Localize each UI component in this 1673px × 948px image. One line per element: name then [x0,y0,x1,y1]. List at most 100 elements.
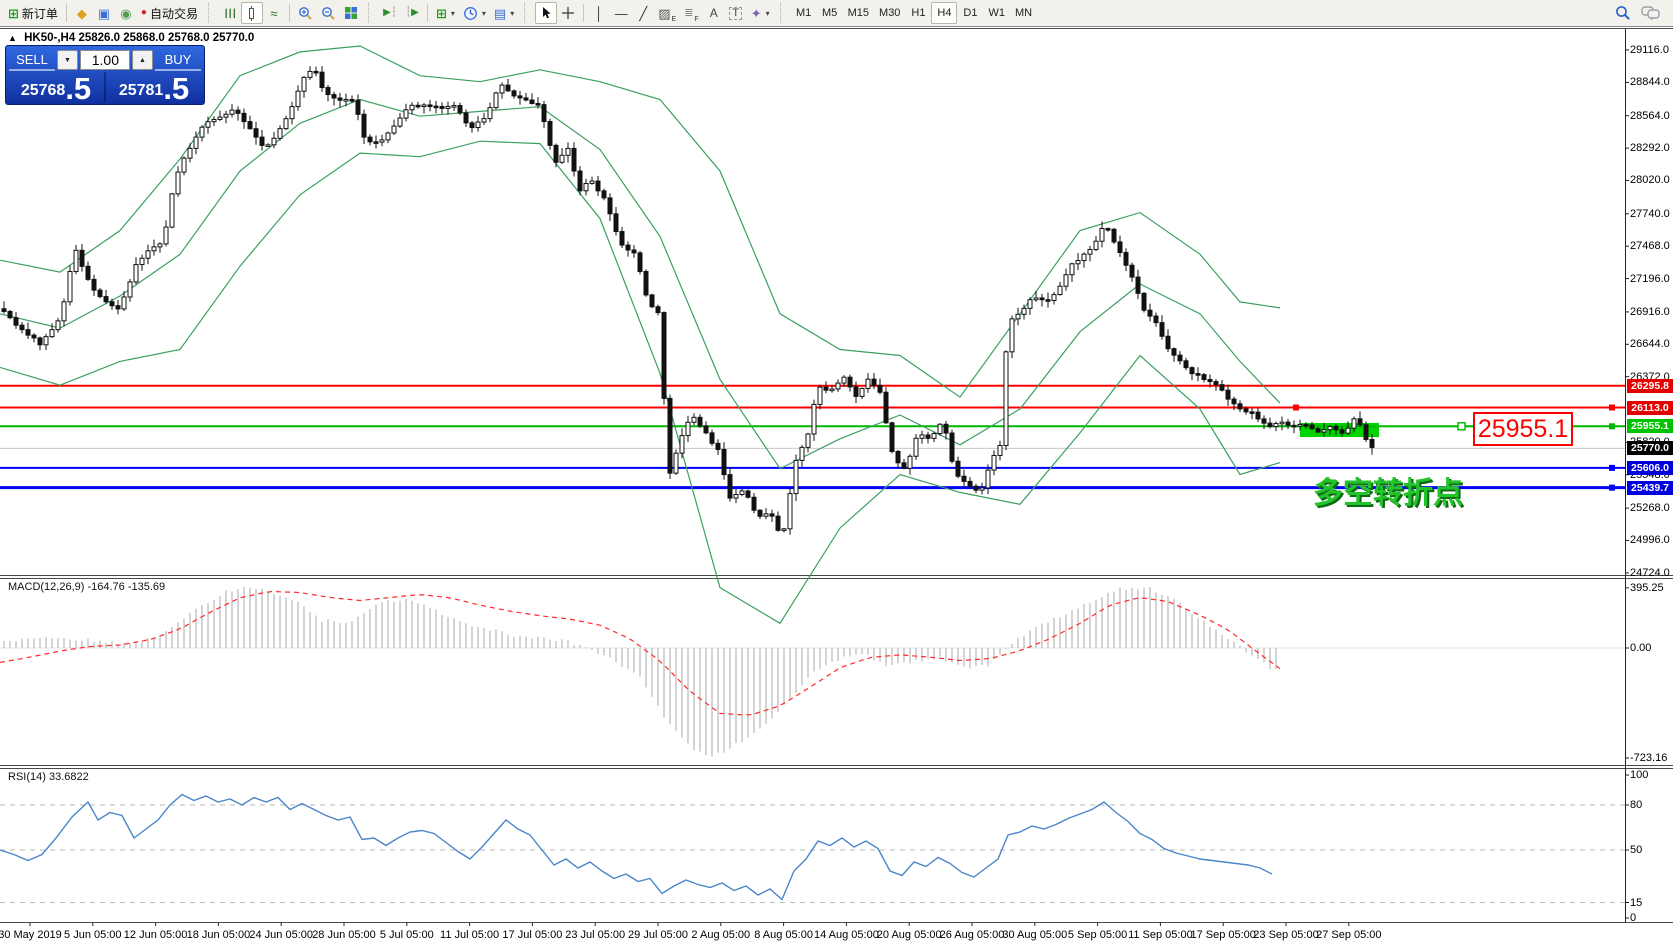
fibonacci-button[interactable]: ≣ F [684,6,699,23]
line-handle[interactable] [1609,484,1615,491]
volume-increase-button[interactable]: ▲ [132,50,153,70]
pivot-note-text: 多空转折点 [1313,477,1463,510]
sell-price-main: 25768 [20,82,66,99]
timeframe-button-m5[interactable]: M5 [821,7,838,19]
ohlc-values: 25826.0 25868.0 25768.0 25770.0 [78,32,255,44]
horizontal-line-button[interactable]: — [610,2,632,24]
connector-handle[interactable] [1457,422,1466,431]
dropdown-arrow-icon: ▾ [450,8,455,18]
autotrading-label: 自动交易 [149,6,198,21]
cursor-button[interactable] [535,2,558,24]
chart-header: ▲ HK50-,H4 25826.0 25868.0 25768.0 25770… [8,32,254,44]
crosshair-icon [562,7,575,19]
timeframe-button-m15[interactable]: M15 [847,7,870,19]
periods-button[interactable]: ▾ [459,2,490,24]
crosshair-button[interactable] [557,2,579,24]
fibonacci-icon: ≣ [684,6,694,19]
timeframe-button-m30[interactable]: M30 [879,7,901,19]
clock-icon [463,6,477,20]
tile-windows-icon [344,7,357,19]
sell-price[interactable]: 25768 .5 [9,70,103,106]
rsi-line [0,793,1273,901]
channel-button[interactable]: ▨ E [658,5,677,24]
text-button[interactable]: A [703,2,725,24]
toolbar-group-scroll: ▶┆ ┆▶ ⊞ ▾ ▾ ▤ ▾ [377,0,520,26]
vertical-line-button[interactable]: │ [588,2,610,24]
text-icon: A [709,6,718,20]
vertical-line-icon: │ [595,5,604,21]
line-handle[interactable] [1609,464,1615,471]
timeframe-button-h4[interactable]: H4 [931,2,958,24]
new-order-icon: ⊞ [8,5,19,21]
candlestick-icon [249,5,255,21]
timeframe-button-h1[interactable]: H1 [911,7,926,19]
line-handle[interactable] [1293,404,1299,411]
toolbar-group-trade: ⊞ 新订单 ◆ ▣ ◉ ● 自动交易 [2,0,204,26]
buy-price-fraction: .5 [163,70,190,106]
window-icon: ▣ [97,5,111,21]
indicators-button[interactable]: ⊞ ▾ [432,2,459,24]
search-icon[interactable] [1615,5,1631,21]
dropdown-arrow-icon: ▾ [765,8,770,18]
volume-input[interactable]: 1.00 [80,50,130,70]
eraser-button[interactable]: ◆ [71,2,93,24]
candlestick-chart-button[interactable] [240,2,263,24]
timeframe-button-d1[interactable]: D1 [963,7,978,19]
arrows-button[interactable]: ✦ ▾ [747,2,774,24]
line-chart-button[interactable]: ≈ [263,2,285,24]
templates-button[interactable]: ▤ ▾ [490,2,518,24]
bar-chart-button[interactable]: ☰ [219,2,241,24]
rsi-label: RSI(14) 33.6822 [8,771,89,783]
one-click-trading-panel: SELL ▼ 1.00 ▲ BUY 25768 .5 25781 .5 [5,45,205,105]
sell-button[interactable]: SELL [9,49,55,71]
bollinger-lower [0,140,1281,625]
autotrading-button[interactable]: ● 自动交易 [137,2,202,24]
bollinger-upper [0,45,1281,398]
toolbar-right [1615,5,1671,21]
trendline-button[interactable]: ╱ [632,2,654,24]
arrows-icon: ✦ [750,5,762,21]
bar-chart-icon: ☰ [222,7,238,19]
line-handle[interactable] [1609,404,1615,411]
cursor-icon [542,7,551,19]
indicators-add-icon: ⊞ [435,5,447,21]
channel-icon: ▨ [658,5,671,21]
horizontal-line-icon: — [614,5,628,21]
auto-scroll-button[interactable]: ▶┆ [379,2,401,24]
templates-icon: ▤ [493,5,507,21]
text-label-button[interactable]: T [725,2,747,24]
price-callout-box[interactable]: 25955.1 [1473,412,1573,446]
buy-price[interactable]: 25781 .5 [107,70,201,106]
signal-icon: ◉ [120,5,132,21]
zoom-in-button[interactable] [294,2,317,24]
line-handle[interactable] [1609,423,1615,430]
sell-price-fraction: .5 [65,70,92,106]
tile-windows-button[interactable] [340,2,362,24]
toolbar: ⊞ 新订单 ◆ ▣ ◉ ● 自动交易 ☰ ≈ [0,0,1673,27]
new-order-label: 新订单 [21,6,58,21]
buy-price-main: 25781 [118,82,164,99]
chart-shift-button[interactable]: ┆▶ [401,2,423,24]
collapse-panel-icon[interactable]: ▲ [8,33,17,43]
zoom-out-button[interactable] [317,2,340,24]
toolbar-group-chart-type: ☰ ≈ [217,0,364,26]
trendline-icon: ╱ [639,5,648,21]
bollinger-middle [0,98,1281,470]
eraser-icon: ◆ [76,5,87,21]
timeframe-button-m1[interactable]: M1 [795,7,812,19]
new-order-button[interactable]: ⊞ 新订单 [4,2,62,24]
chart-shift-icon: ┆▶ [405,7,419,18]
market-watch-button[interactable]: ▣ [93,2,115,24]
chat-icon[interactable] [1641,5,1661,21]
timeframe-button-w1[interactable]: W1 [988,7,1005,19]
zoom-out-icon [322,6,335,20]
volume-decrease-button[interactable]: ▼ [57,50,78,70]
auto-scroll-icon: ▶┆ [383,7,397,18]
buy-button[interactable]: BUY [155,49,201,71]
macd-label: MACD(12,26,9) -164.76 -135.69 [8,581,166,593]
timeframe-button-mn[interactable]: MN [1014,7,1033,19]
signal-button[interactable]: ◉ [115,2,137,24]
toolbar-group-timeframes: M1 M5 M15 M30 H1 H4 D1 W1 MN [789,0,1039,26]
